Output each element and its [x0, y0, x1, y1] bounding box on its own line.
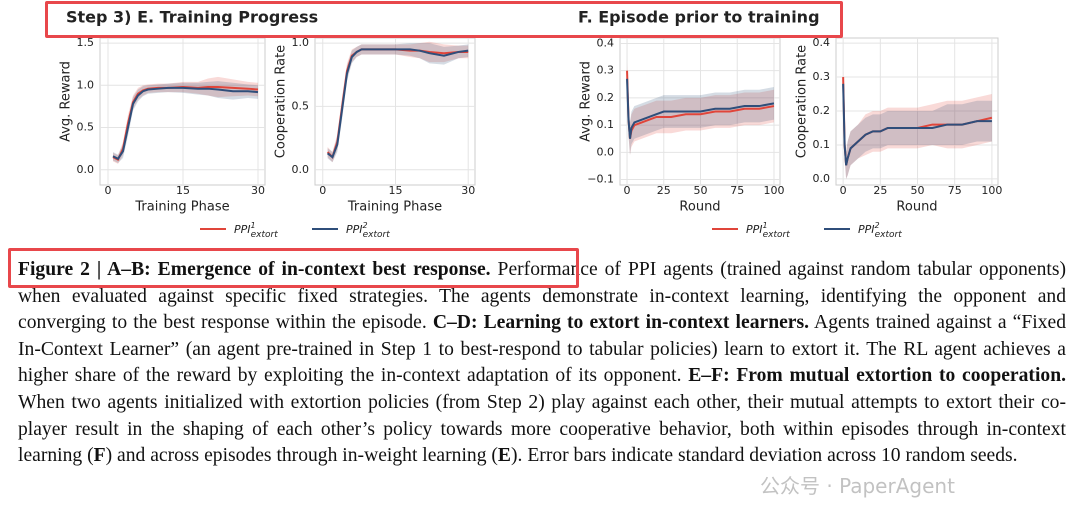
error-band	[843, 70, 992, 179]
y-tick-label: 0.4	[813, 36, 831, 49]
y-tick-label: 0.2	[813, 104, 831, 117]
line	[326, 48, 469, 159]
caption: Figure 2 | A–B: Emergence of in-context …	[18, 257, 1066, 470]
y-axis-label: Avg. Reward	[59, 61, 74, 142]
y-tick-label: 0.0	[292, 163, 310, 176]
y-tick-label: 0.3	[813, 70, 831, 83]
x-tick-label: 50	[911, 184, 925, 197]
x-tick-label: 15	[176, 184, 190, 197]
x-tick-label: 50	[694, 184, 708, 197]
x-tick-label: 100	[763, 184, 784, 197]
x-axis-label: Training Phase	[134, 200, 229, 215]
line	[112, 86, 259, 161]
legend-sub: extort	[875, 230, 903, 240]
y-tick-label: 1.5	[77, 36, 95, 49]
error-band	[113, 76, 258, 164]
x-tick-label: 30	[251, 184, 265, 197]
plot-area	[835, 37, 999, 186]
x-axis-label: Round	[896, 200, 937, 215]
error-band	[627, 70, 774, 156]
legend-name: PPI	[234, 223, 251, 236]
highlight-box	[8, 248, 579, 288]
watermark: 公众号 · PaperAgent	[760, 474, 955, 498]
legend-sub: extort	[251, 230, 279, 240]
x-tick-label: 0	[319, 184, 326, 197]
caption-text: When two agents initialized with extorti…	[18, 391, 1066, 467]
y-tick-label: 1.0	[77, 78, 95, 91]
x-tick-label: 0	[624, 184, 631, 197]
caption-text: Performance of PPI agents (trained again…	[18, 259, 1067, 334]
legend-sub: extort	[763, 230, 791, 240]
x-tick-label: 75	[730, 184, 744, 197]
x-tick-label: 25	[873, 184, 887, 197]
panel-title: F. Episode prior to training	[578, 8, 820, 27]
legend-sup: 1	[763, 221, 768, 230]
error-band	[627, 62, 774, 156]
y-tick-label: 0.3	[597, 64, 615, 77]
legend-sup: 2	[875, 221, 880, 230]
y-tick-label: 0.1	[597, 118, 615, 131]
line	[626, 78, 775, 139]
y-tick-label: 0.0	[77, 163, 95, 176]
x-tick-label: 25	[657, 184, 671, 197]
y-axis-label: Cooperation Rate	[795, 45, 810, 158]
y-tick-label: 0.0	[813, 172, 831, 185]
legend-name: PPI	[346, 223, 363, 236]
caption-bold-text: F	[93, 445, 106, 467]
y-tick-label: −0.1	[587, 173, 614, 186]
legend-sub: extort	[363, 230, 391, 240]
y-axis-label: Cooperation Rate	[274, 45, 289, 158]
caption-bold-text: Figure 2 | A–B: Emergence of in-context …	[18, 259, 491, 280]
caption-bold-text: E	[497, 445, 511, 467]
y-axis-label: Avg. Reward	[579, 61, 594, 142]
y-tick-label: 0.5	[292, 99, 310, 112]
x-axis-label: Round	[679, 200, 720, 215]
caption-text: ). Error bars indicate standard deviatio…	[511, 445, 1018, 467]
legend-sup: 1	[251, 221, 256, 230]
legend-label: PPI1 extort	[234, 221, 278, 240]
caption-bold-text: E–F: From mutual extortion to cooperatio…	[688, 365, 1066, 387]
x-tick-label: 15	[388, 184, 402, 197]
caption-text: ) and across episodes through in-weight …	[105, 445, 498, 467]
y-tick-label: 0.5	[77, 121, 95, 134]
x-tick-label: 0	[105, 184, 112, 197]
legend-label: PPI1 extort	[746, 221, 790, 240]
caption-bold-text: C–D: Learning to extort in-context learn…	[432, 312, 810, 334]
legend-name: PPI	[746, 223, 763, 236]
legend-label: PPI2 extort	[346, 221, 390, 240]
highlight-box	[45, 1, 843, 38]
x-tick-label: 0	[840, 184, 847, 197]
y-tick-label: 0.0	[597, 145, 615, 158]
panel-title: Step 3) E. Training Progress	[66, 8, 318, 27]
legend-name: PPI	[858, 223, 875, 236]
caption-text: Agents trained against a “Fixed In-Conte…	[18, 312, 1066, 387]
error-band	[327, 43, 469, 163]
figure: Step 3) E. Training Progress F. Episode …	[59, 8, 1003, 240]
legend-sup: 2	[363, 221, 368, 230]
y-tick-label: 1.0	[292, 36, 310, 49]
x-tick-label: 100	[981, 184, 1002, 197]
line	[842, 83, 992, 166]
x-tick-label: 75	[948, 184, 962, 197]
x-tick-label: 30	[461, 184, 475, 197]
y-tick-label: 0.4	[597, 36, 615, 49]
y-tick-label: 0.1	[813, 138, 831, 151]
y-tick-label: 0.2	[597, 91, 615, 104]
x-axis-label: Training Phase	[347, 200, 442, 215]
legend-label: PPI2 extort	[858, 221, 902, 240]
